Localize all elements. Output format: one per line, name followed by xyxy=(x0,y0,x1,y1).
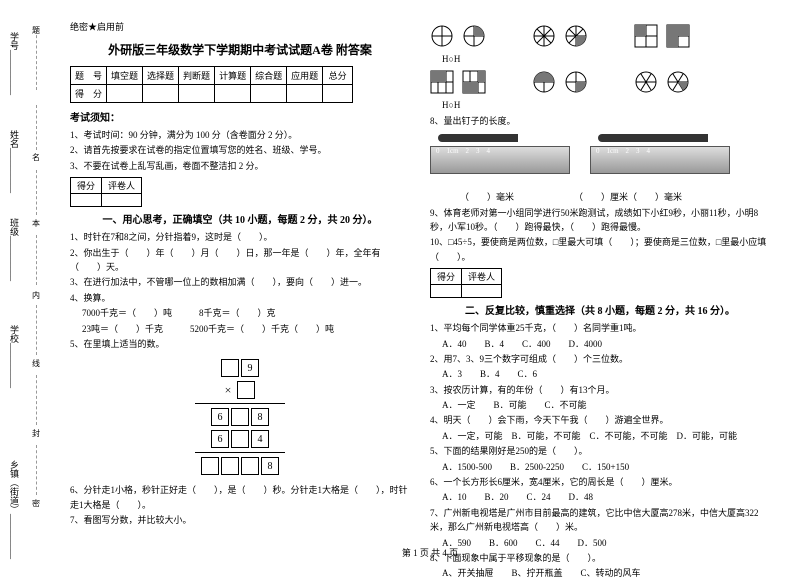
s2-q4: 4、明天（ ）会下雨，今天下午我（ ）游遍全世界。 xyxy=(430,413,770,427)
s2-q1: 1、平均每个同学体重25千克，（ ）名同学重1吨。 xyxy=(430,321,770,335)
circ-label-2: H○H xyxy=(430,98,770,112)
sidebar-xuexiao: 学校__________ xyxy=(8,325,21,388)
sidebar-banji: 班级__________ xyxy=(8,218,21,281)
notice-1: 1、考试时间：90 分钟，满分为 100 分（含卷面分 2 分）。 xyxy=(70,128,410,142)
s1-q3: 3、在进行加法中，不管哪一位上的数相加满（ ），要向（ ）进一。 xyxy=(70,275,410,289)
s1-q4: 4、换算。 xyxy=(70,291,410,305)
s2-q2: 2、用7、3、9三个数字可组成（ ）个三位数。 xyxy=(430,352,770,366)
s2-q8o: A、开关抽屉 B、拧开瓶盖 C、转动的风车 xyxy=(430,566,770,580)
s2-q3o: A．一定 B．可能 C．不可能 xyxy=(430,398,770,412)
r-q9: 9、体育老师对第一小组同学进行50米跑测试，成绩如下小红9秒，小丽11秒，小明8… xyxy=(430,206,770,235)
s2-q5o: A．1500-500 B．2500-2250 C．150+150 xyxy=(430,460,770,474)
r-q10: 10、□45÷5，要使商是两位数，□里最大可填（ ）；要使商是三位数，□里最小应… xyxy=(430,235,770,264)
dash-lbl-6: 密 xyxy=(32,498,40,509)
fraction-shapes-row1 xyxy=(430,24,770,48)
sidebar-xuehao: 学号__________ xyxy=(8,32,21,95)
dashed-line xyxy=(36,235,37,285)
notice-2: 2、请首先按要求在试卷的指定位置填写您的姓名、班级、学号。 xyxy=(70,143,410,157)
notice-title: 考试须知： xyxy=(70,109,410,124)
dashed-line xyxy=(36,305,37,355)
s1-q1: 1、时针在7和8之间，分针指着9，这时是（ ）。 xyxy=(70,230,410,244)
ruler-ans-2: （ ）厘米（ ）毫米 xyxy=(574,190,682,204)
dash-lbl-0: 题 xyxy=(32,25,40,36)
s1-q6: 6、分针走1小格，秒针正好走（ ），是（ ）秒。分针走1大格是（ ），时针走1大… xyxy=(70,483,410,512)
s2-q7: 7、广州新电视塔是广州市目前最高的建筑，它比中信大厦高278米，中信大厦高322… xyxy=(430,506,770,535)
grader-table: 得分评卷人 xyxy=(70,177,142,207)
dashed-line xyxy=(36,375,37,425)
s1-q5: 5、在里填上适当的数。 xyxy=(70,337,410,351)
s2-q1o: A．40 B．4 C．400 D．4000 xyxy=(430,337,770,351)
dash-lbl-3: 内 xyxy=(32,290,40,301)
s2-q6o: A．10 B．20 C．24 D．48 xyxy=(430,490,770,504)
ruler-ans-1: （ ）毫米 xyxy=(460,190,514,204)
dash-lbl-2: 本 xyxy=(32,218,40,229)
sidebar-xingming: 姓名__________ xyxy=(8,130,21,193)
circ-label-1: H○H xyxy=(430,52,770,66)
s1-q2: 2、你出生于（ ）年（ ）月（ ）日，那一年是（ ）年，全年有（ ）天。 xyxy=(70,246,410,275)
sidebar-xiangzhen: 乡镇（街道）__________ xyxy=(8,460,21,559)
mult-box: 9 × 68 64 8 xyxy=(70,357,410,477)
page-title: 外研版三年级数学下学期期中考试试题A卷 附答案 xyxy=(70,41,410,58)
section2-title: 二、反复比较，慎重选择（共 8 小题，每题 2 分，共 16 分）。 xyxy=(430,302,770,317)
s1-q4a: 7000千克＝（ ）吨 8千克＝（ ）克 xyxy=(70,306,410,320)
dash-lbl-4: 线 xyxy=(32,358,40,369)
rulers: 0 1cm 2 3 4 0 1cm 2 3 4 xyxy=(430,134,770,184)
dash-lbl-1: 名 xyxy=(32,152,40,163)
s2-q4o: A．一定，可能 B．可能，不可能 C．不可能，不可能 D．可能，可能 xyxy=(430,429,770,443)
notice-3: 3、不要在试卷上乱写乱画，卷面不整洁扣 2 分。 xyxy=(70,159,410,173)
dashed-line xyxy=(36,170,37,215)
r-q8: 8、量出钉子的长度。 xyxy=(430,114,770,128)
section1-title: 一、用心思考，正确填空（共 10 小题，每题 2 分，共 20 分）。 xyxy=(70,211,410,226)
s2-q6: 6、一个长方形长6厘米，宽4厘米，它的周长是（ ）厘米。 xyxy=(430,475,770,489)
s2-q2o: A．3 B．4 C．6 xyxy=(430,367,770,381)
s1-q4b: 23吨＝（ ）千克 5200千克＝（ ）千克（ ）吨 xyxy=(70,322,410,336)
score-table: 题 号填空题选择题判断题计算题综合题应用题总分 得 分 xyxy=(70,66,353,103)
grader-table-2: 得分评卷人 xyxy=(430,268,502,298)
s2-q5: 5、下面的结果刚好是250的是（ ）。 xyxy=(430,444,770,458)
dashed-line xyxy=(36,445,37,495)
dashed-line xyxy=(36,30,37,90)
fraction-shapes-row2 xyxy=(430,70,770,94)
page-footer: 第 1 页 共 4 页 xyxy=(30,546,800,559)
dash-lbl-5: 封 xyxy=(32,428,40,439)
dashed-line xyxy=(36,105,37,150)
secret-mark: 绝密★启用前 xyxy=(70,20,410,33)
s2-q3: 3、按农历计算，有的年份（ ）有13个月。 xyxy=(430,383,770,397)
s1-q7: 7、看图写分数，并比较大小。 xyxy=(70,513,410,527)
